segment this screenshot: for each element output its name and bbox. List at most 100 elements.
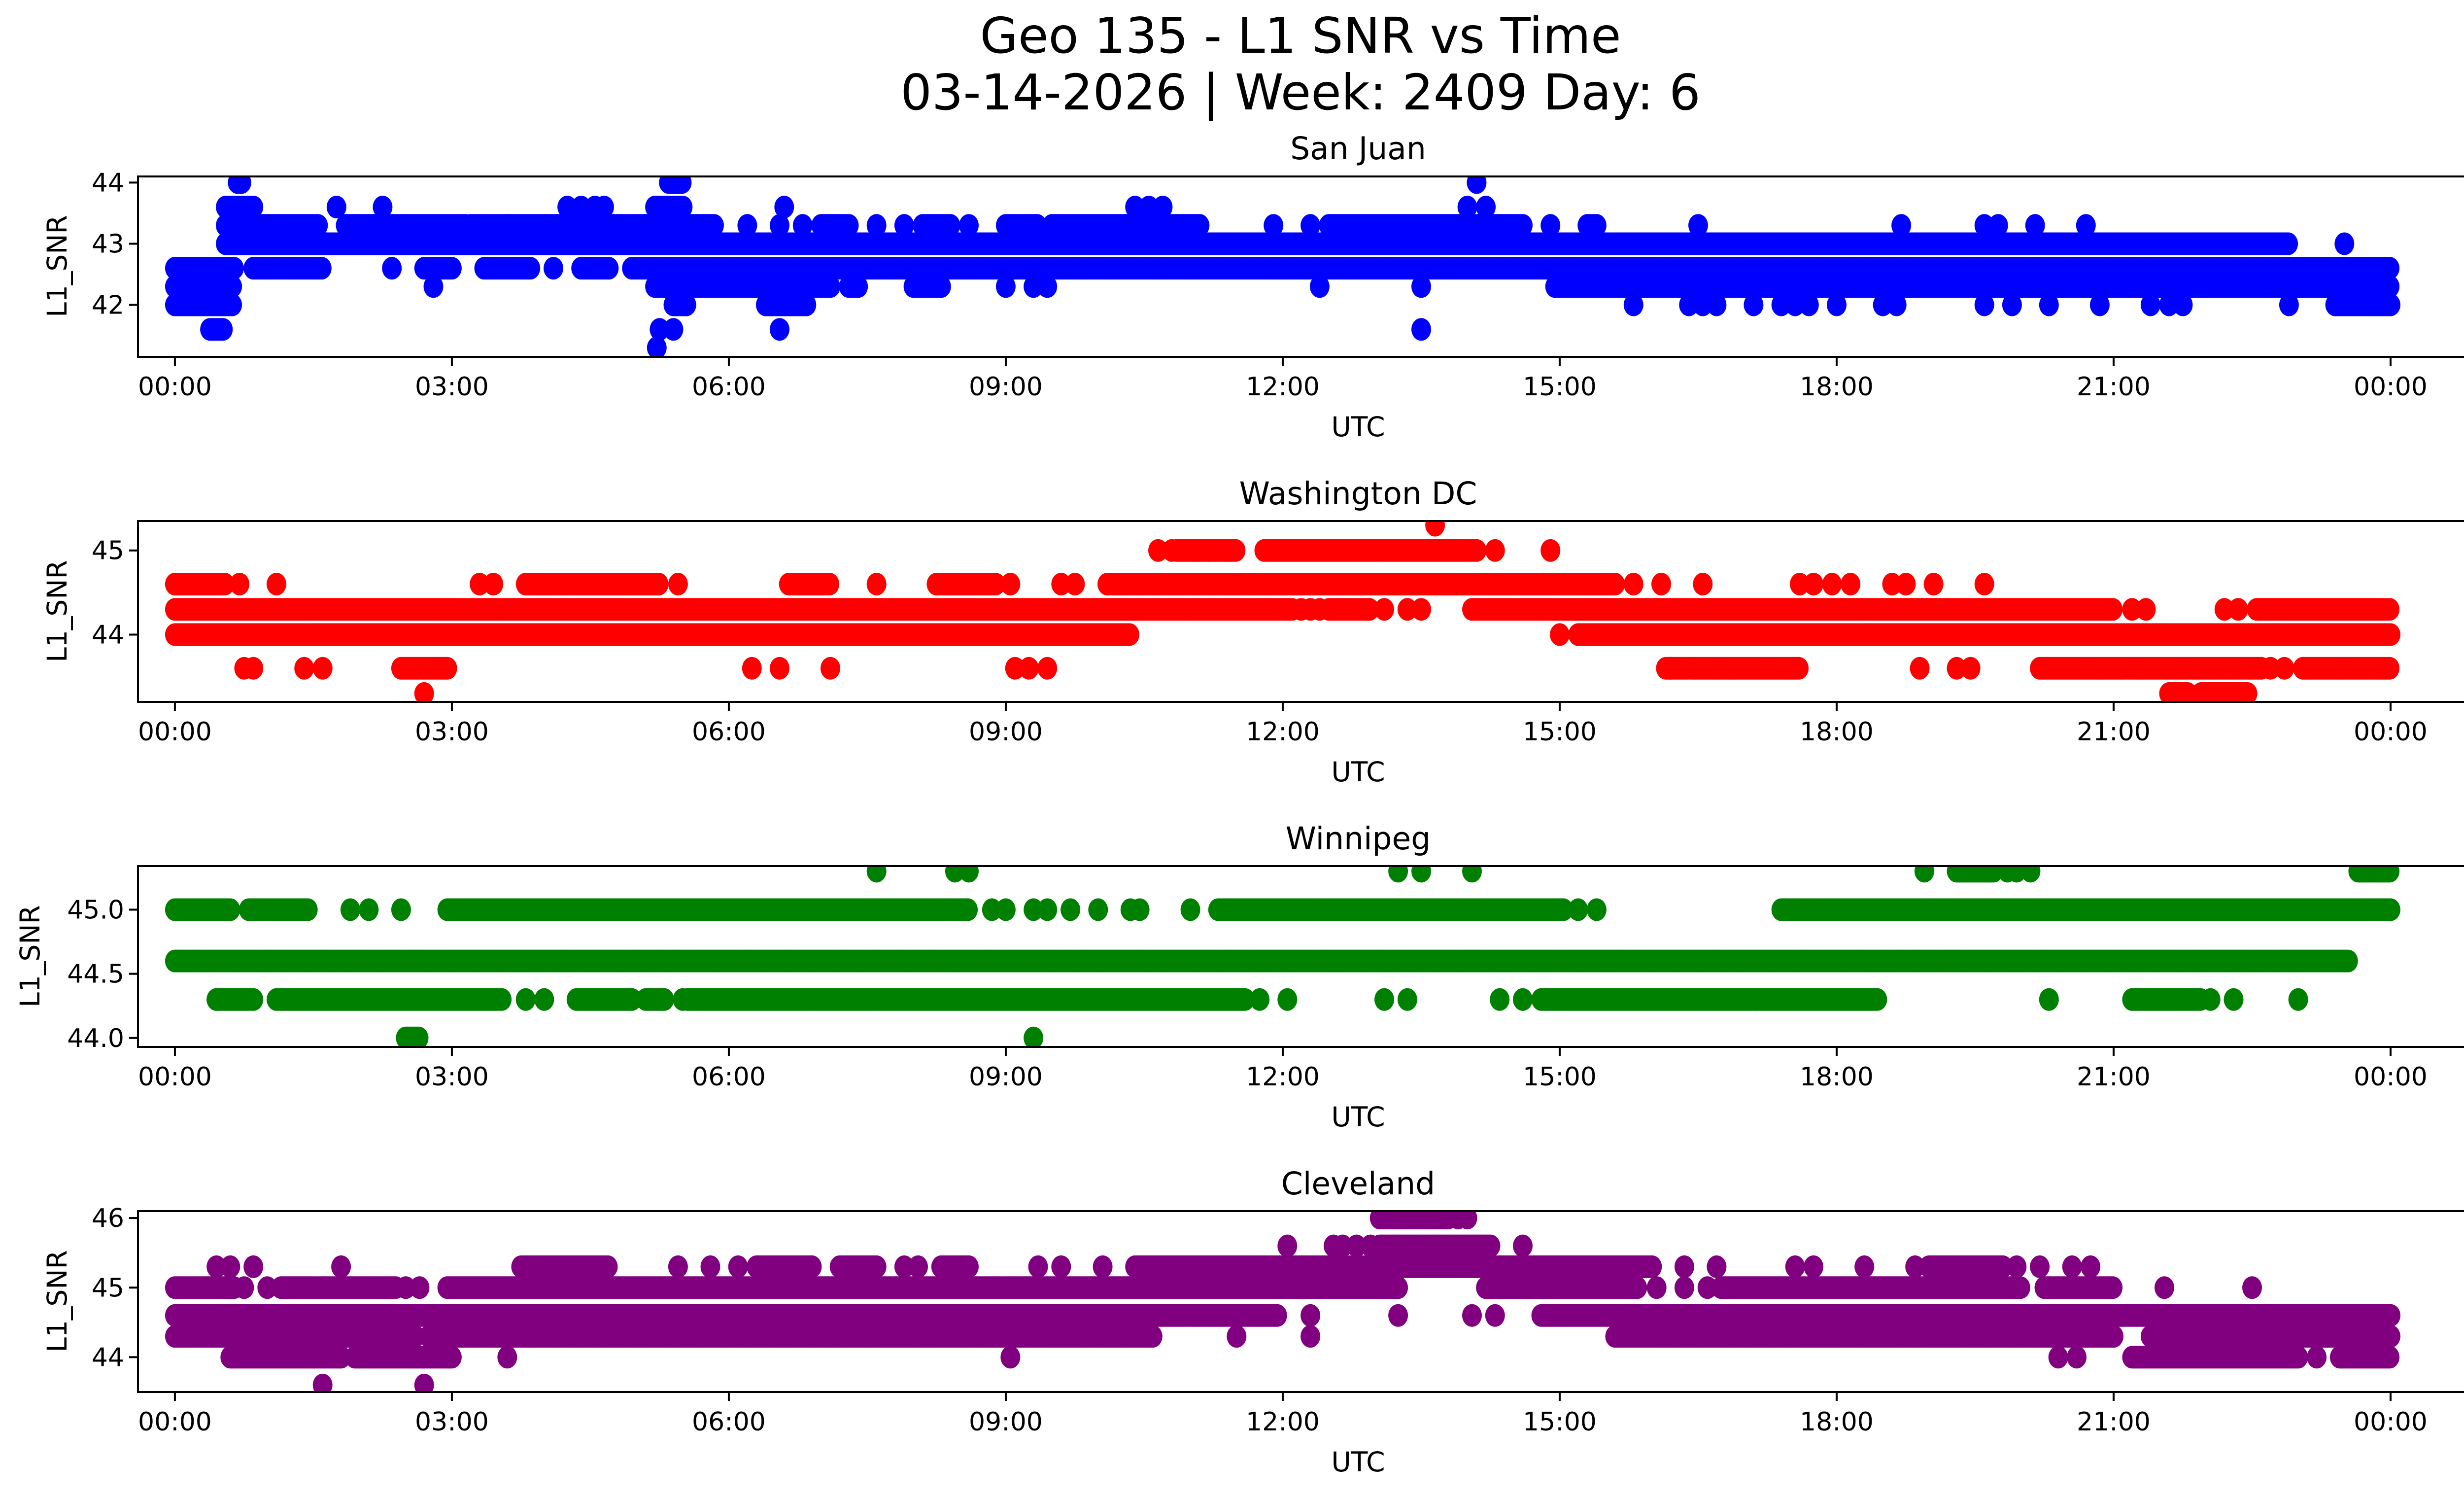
data-point [796, 293, 817, 316]
data-point [1799, 293, 1819, 316]
data-point [1804, 573, 1824, 595]
data-point [1485, 539, 1505, 562]
data-point [1923, 573, 1944, 595]
data-point [959, 214, 979, 237]
data-point [1693, 293, 1713, 316]
data-point [1707, 293, 1727, 316]
data-point [1162, 539, 1182, 562]
data-point [1125, 196, 1145, 218]
y-tick-label: 44 [92, 168, 124, 198]
data-point [243, 196, 264, 218]
data-point [1623, 573, 1643, 595]
x-tick-label: 21:00 [2077, 372, 2151, 402]
data-point [213, 318, 233, 341]
data-point [792, 214, 813, 237]
data-point [599, 257, 619, 280]
data-point [1886, 293, 1907, 316]
data-point [1027, 214, 1047, 237]
data-point [1827, 293, 1847, 316]
data-point [308, 214, 328, 237]
data-point [1467, 176, 1487, 194]
data-point [1540, 539, 1561, 562]
data-point [2025, 214, 2045, 237]
data-point [382, 257, 402, 280]
data-point [1467, 539, 1487, 562]
data-point [894, 214, 914, 237]
data-point [820, 573, 840, 595]
data-point [442, 257, 462, 280]
data-point [571, 196, 591, 218]
x-tick-label: 09:00 [969, 372, 1043, 402]
data-point [1540, 214, 1561, 237]
data-point [2278, 232, 2298, 255]
data-point [1264, 214, 1284, 237]
subplot-washington-dc: Washington DC UTC L1_SNR 00:00 03:00 06:00… [41, 476, 2464, 788]
data-point [1974, 214, 1994, 237]
axes: 00:00 03:00 06:00 09:00 12:00 15:00 18:00 21:00… [92, 168, 2464, 402]
data-point [1190, 214, 1210, 237]
data-point [2334, 232, 2355, 255]
data-point [2089, 293, 2110, 316]
axes-frame [137, 175, 2464, 358]
data-point [1822, 573, 1842, 595]
data-point [1199, 539, 1219, 562]
x-tick-label: 00:00 [138, 372, 212, 402]
x-axis-label: UTC [1331, 411, 1385, 443]
data-point [1586, 214, 1607, 237]
data-point [649, 573, 669, 595]
data-point [218, 232, 239, 255]
data-point [557, 196, 578, 218]
data-point [1688, 214, 1708, 237]
data-point [2140, 293, 2160, 316]
figure-title-line1: Geo 135 - L1 SNR vs Time [980, 7, 1621, 65]
data-point [220, 214, 240, 237]
data-point [1513, 214, 1533, 237]
data-point [1024, 275, 1044, 298]
data-point [423, 275, 444, 298]
data-point [676, 293, 696, 316]
scatter-points [165, 176, 2400, 357]
figure-title-line2: 03-14-2026 | Week: 2409 Day: 6 [900, 64, 1700, 121]
x-axis-label: UTC [1331, 756, 1385, 788]
data-point [1065, 573, 1085, 595]
data-point [940, 214, 960, 237]
data-point [594, 196, 614, 218]
data-point [631, 257, 651, 280]
data-point [483, 573, 504, 595]
data-point [770, 318, 789, 341]
data-point [1744, 293, 1764, 316]
data-point [1037, 275, 1058, 298]
data-point [2002, 293, 2022, 316]
x-tick-label: 03:00 [415, 372, 489, 402]
data-point [931, 275, 951, 298]
y-axis-label: L1_SNR [41, 215, 73, 317]
y-tick-label: 42 [92, 291, 124, 320]
data-point [1974, 573, 1994, 595]
data-point [1679, 293, 1699, 316]
data-point [1873, 293, 1893, 316]
data-point [224, 257, 244, 280]
data-point [222, 275, 242, 298]
data-point [1693, 573, 1713, 595]
data-point [672, 176, 692, 194]
data-point [497, 214, 517, 237]
subplot-san-juan: San Juan UTC L1_SNR 00:00 03:00 06:00 09:00… [41, 131, 2464, 443]
data-point [848, 275, 868, 298]
data-point [1000, 573, 1021, 595]
data-point [995, 275, 1016, 298]
data-point [1309, 275, 1330, 298]
data-point [774, 196, 794, 218]
data-point [647, 336, 667, 357]
data-point [1841, 573, 1861, 595]
data-point [704, 214, 724, 237]
data-point [1411, 275, 1431, 298]
data-point [2381, 293, 2400, 316]
data-point [2159, 293, 2179, 316]
y-axis-label: L1_SNR [41, 560, 73, 662]
data-point [1651, 573, 1671, 595]
data-point [1300, 214, 1321, 237]
subplot-title: San Juan [1290, 131, 1426, 167]
data-point [373, 196, 393, 218]
data-point [2173, 293, 2193, 316]
